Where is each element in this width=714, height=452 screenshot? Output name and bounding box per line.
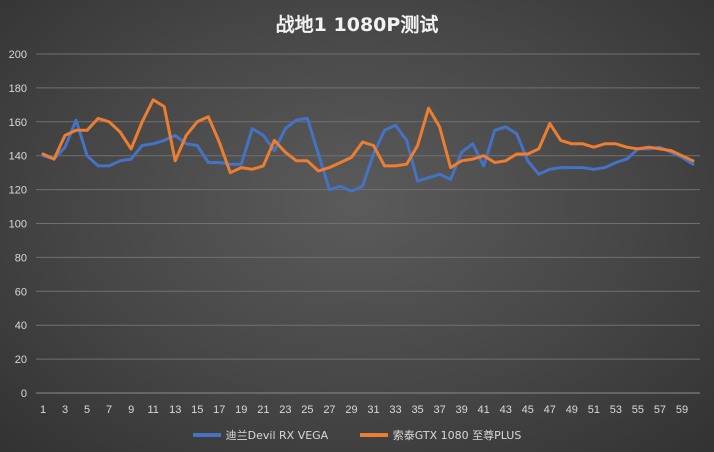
- y-tick-label: 40: [15, 320, 27, 332]
- x-tick-label: 43: [500, 404, 512, 416]
- x-tick-label: 11: [147, 404, 158, 416]
- x-tick-label: 59: [676, 404, 688, 416]
- x-tick-label: 15: [191, 404, 203, 416]
- legend-swatch-series-1: [192, 433, 221, 437]
- x-tick-label: 51: [588, 404, 600, 416]
- x-tick-label: 1: [40, 404, 46, 416]
- legend-item-series-2: 索泰GTX 1080 至尊PLUS: [359, 427, 522, 443]
- legend: 迪兰Devil RX VEGA 索泰GTX 1080 至尊PLUS: [0, 427, 714, 443]
- legend-item-series-1: 迪兰Devil RX VEGA: [192, 427, 329, 443]
- x-tick-label: 13: [169, 404, 181, 416]
- x-tick-label: 57: [654, 404, 666, 416]
- x-tick-label: 55: [632, 404, 644, 416]
- y-tick-label: 20: [15, 354, 27, 366]
- x-tick-label: 35: [411, 404, 423, 416]
- x-tick-label: 25: [301, 404, 313, 416]
- series-line-2: [41, 98, 695, 175]
- x-tick-label: 7: [106, 404, 112, 416]
- x-tick-label: 33: [389, 404, 401, 416]
- legend-swatch-series-2: [359, 433, 388, 437]
- legend-label-series-2: 索泰GTX 1080 至尊PLUS: [392, 429, 522, 442]
- y-tick-label: 160: [9, 117, 27, 129]
- y-tick-label: 120: [9, 185, 27, 197]
- y-tick-label: 80: [15, 252, 27, 264]
- y-tick-label: 60: [15, 286, 27, 298]
- chart-title: 战地1 1080P测试: [275, 14, 439, 36]
- x-tick-label: 5: [84, 404, 90, 416]
- x-tick-label: 53: [610, 404, 622, 416]
- x-tick-label: 3: [62, 404, 68, 416]
- y-tick-label: 100: [9, 219, 27, 231]
- y-tick-label: 200: [9, 49, 27, 61]
- x-tick-label: 19: [235, 404, 247, 416]
- x-tick-label: 21: [257, 404, 269, 416]
- x-tick-label: 49: [566, 404, 578, 416]
- y-tick-label: 180: [9, 83, 27, 95]
- legend-label-series-1: 迪兰Devil RX VEGA: [225, 429, 329, 442]
- x-tick-label: 23: [279, 404, 291, 416]
- x-tick-label: 45: [522, 404, 534, 416]
- x-tick-label: 39: [456, 404, 468, 416]
- x-tick-label: 27: [323, 404, 335, 416]
- x-tick-label: 29: [345, 404, 357, 416]
- series-line-1: [41, 116, 695, 193]
- x-tick-label: 9: [128, 404, 134, 416]
- x-tick-label: 47: [544, 404, 556, 416]
- x-tick-label: 37: [433, 404, 445, 416]
- x-tick-label: 41: [478, 404, 490, 416]
- y-tick-label: 0: [21, 388, 27, 400]
- y-tick-label: 140: [9, 151, 27, 163]
- x-tick-label: 17: [213, 404, 225, 416]
- x-tick-label: 31: [367, 404, 379, 416]
